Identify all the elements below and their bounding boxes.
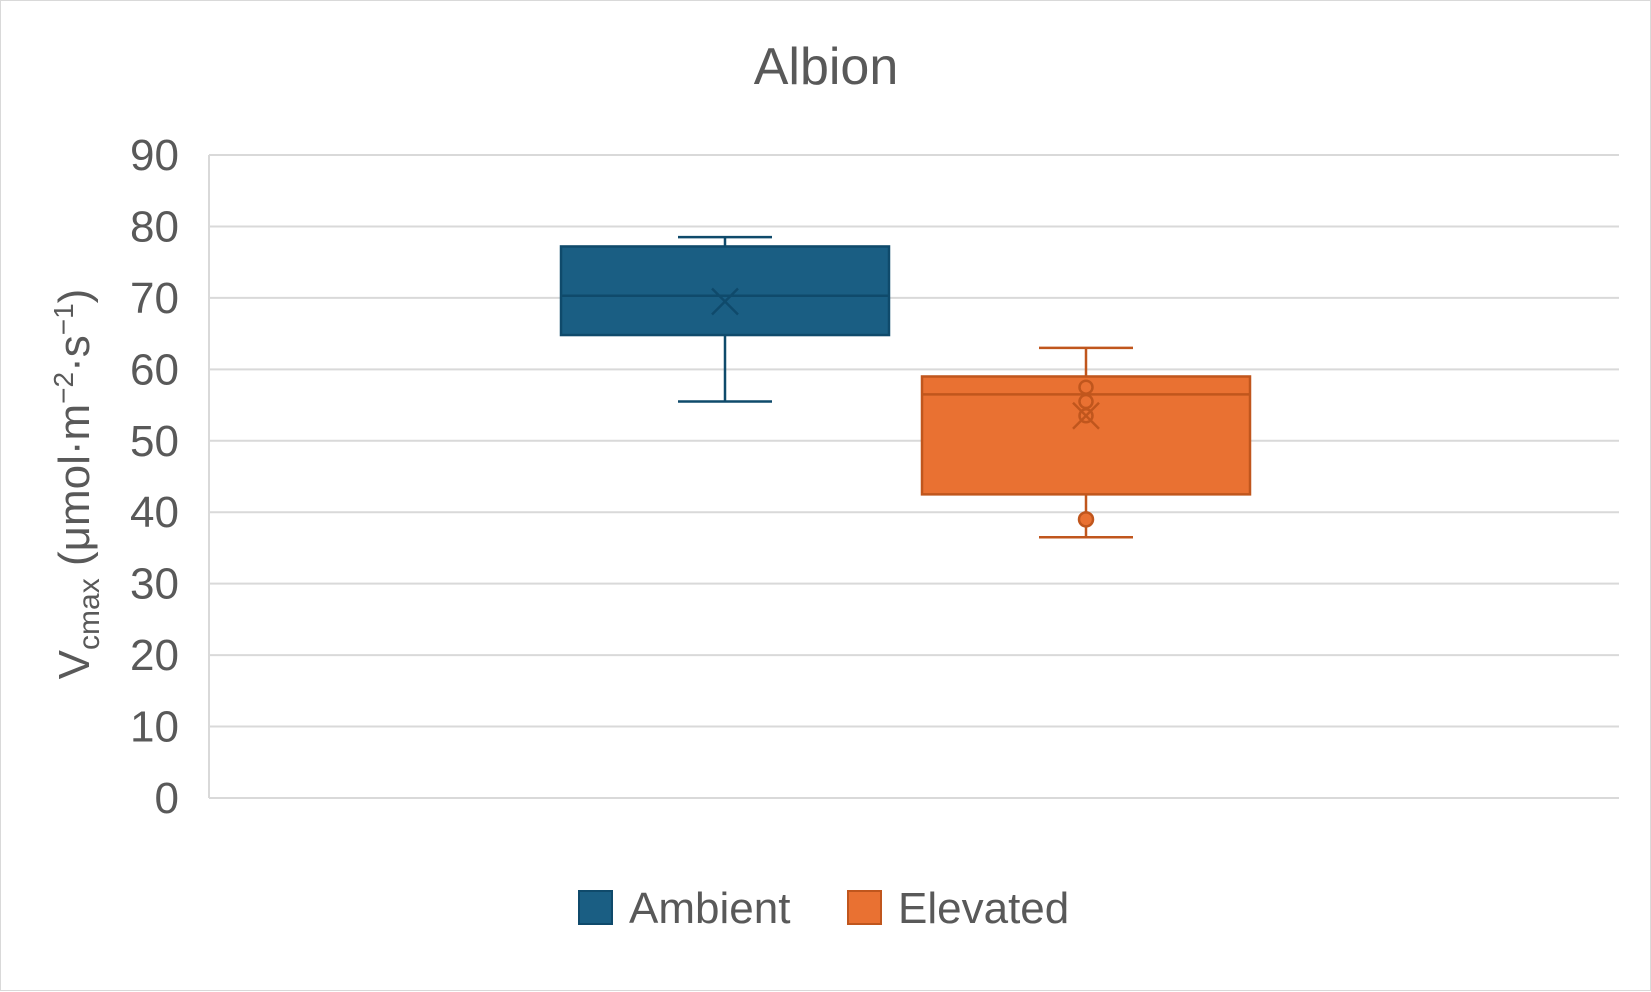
legend-label-elevated: Elevated	[898, 884, 1069, 933]
gridlines	[208, 154, 1619, 799]
legend-item-elevated: Elevated	[847, 884, 1069, 933]
y-tick-labels: 0 10 20 30 40 50 60 70 80 90	[130, 131, 179, 823]
mean-marker	[711, 287, 739, 316]
y-tick-label: 80	[130, 202, 179, 251]
box-plots	[559, 235, 1252, 539]
chart-title: Albion	[754, 38, 899, 96]
y-tick-label: 40	[130, 488, 179, 537]
legend-label-ambient: Ambient	[629, 884, 790, 933]
svg-text:Vcmax (μmol·m−2·s−1): Vcmax (μmol·m−2·s−1)	[48, 289, 106, 680]
y-axis-title-sup2: −1	[48, 303, 79, 335]
y-tick-label: 0	[155, 774, 179, 823]
box-elevated	[920, 346, 1252, 539]
box-iqr	[559, 245, 891, 337]
y-axis-title-units-suffix: )	[50, 289, 99, 304]
y-tick-label: 60	[130, 345, 179, 394]
legend-swatch-elevated	[847, 890, 882, 925]
y-tick-label: 90	[130, 131, 179, 180]
box-ambient	[559, 235, 891, 403]
y-tick-label: 20	[130, 631, 179, 680]
legend: Ambient Elevated	[578, 884, 1069, 933]
mean-marker	[1072, 401, 1100, 430]
y-tick-label: 50	[130, 417, 179, 466]
inner-point	[1078, 408, 1094, 424]
y-tick-label: 30	[130, 560, 179, 609]
y-axis-title-units-prefix: (μmol·m	[50, 404, 99, 578]
y-axis-title-sub: cmax	[73, 578, 106, 650]
y-tick-label: 70	[130, 274, 179, 323]
y-axis-title: Vcmax (μmol·m−2·s−1)	[48, 289, 106, 680]
y-axis-title-main: V	[50, 649, 99, 679]
y-axis-title-units-mid: ·s	[50, 335, 99, 372]
legend-item-ambient: Ambient	[578, 884, 790, 933]
y-axis-title-sup1: −2	[48, 372, 79, 404]
legend-swatch-ambient	[578, 890, 613, 925]
inner-point	[1078, 379, 1094, 395]
y-tick-label: 10	[130, 703, 179, 752]
outlier-point	[1077, 511, 1095, 528]
inner-point	[1078, 393, 1094, 410]
